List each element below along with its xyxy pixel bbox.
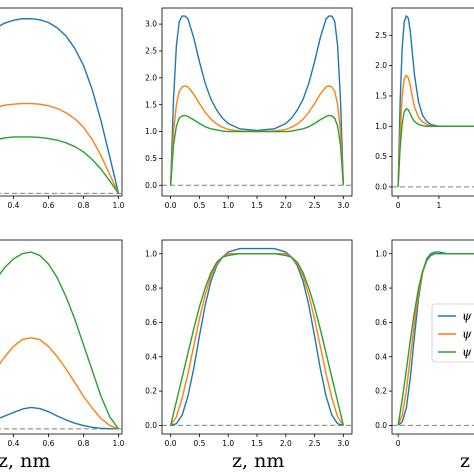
x-tick-label-top-left: 0.6	[43, 201, 55, 210]
y-tick-label-top-right: 2.0	[375, 61, 387, 70]
x-tick-label-bottom-middle: 0.5	[193, 439, 205, 448]
y-tick-label-bottom-middle: 0.4	[145, 352, 157, 361]
x-tick-label-top-middle: 2.5	[309, 201, 321, 210]
x-tick-label-bottom-middle: 0.0	[165, 439, 177, 448]
y-tick-label-bottom-right: 0.8	[375, 284, 387, 293]
series-line-3-top-right	[397, 107, 474, 187]
y-tick-label-top-middle: 0.5	[145, 154, 157, 163]
axes-frame-bottom-left	[0, 239, 123, 435]
y-tick-label-bottom-middle: 1.0	[145, 249, 157, 258]
legend-label-3: ψ	[462, 345, 472, 359]
y-tick-label-top-right: 0.0	[375, 183, 387, 192]
axes-frame-bottom-middle	[161, 239, 353, 435]
x-tick-label-bottom-right: 0	[396, 439, 401, 448]
series-line-2-top-middle	[169, 85, 345, 186]
x-tick-label-top-middle: 1.5	[251, 201, 263, 210]
y-tick-label-top-right: 2.5	[375, 31, 387, 40]
axes-frame-top-middle	[161, 7, 353, 197]
series-line-3-top-left	[0, 136, 120, 194]
series-line-1-top-left	[0, 18, 120, 194]
y-tick-label-bottom-right: 0.0	[375, 421, 387, 430]
y-tick-label-top-middle: 2.0	[145, 73, 157, 82]
y-tick-label-top-middle: 2.5	[145, 47, 157, 56]
x-tick-label-top-left: 1.0	[113, 201, 125, 210]
legend-label-2: ψ	[462, 327, 472, 341]
y-tick-label-bottom-right: 0.6	[375, 318, 387, 327]
series-line-1-top-middle	[169, 15, 345, 186]
y-tick-label-bottom-middle: 0.8	[145, 284, 157, 293]
y-tick-label-top-right: 1.5	[375, 92, 387, 101]
x-tick-label-bottom-left: 0.6	[43, 439, 55, 448]
x-axis-label-bottom-left: z, nm	[0, 450, 50, 472]
x-tick-label-bottom-middle: 2.0	[280, 439, 292, 448]
panel-top-left: 0.4 0.6 0.8 1.0	[0, 7, 125, 210]
axes-frame-top-right	[391, 7, 474, 197]
x-axis-label-bottom-middle: z, nm	[232, 450, 284, 472]
legend: ψψψ	[431, 303, 474, 363]
x-tick-label-bottom-middle: 1.5	[251, 439, 263, 448]
series-line-1-bottom-left	[0, 406, 119, 430]
series-line-3-bottom-left	[0, 251, 120, 430]
legend-box	[431, 303, 474, 363]
y-tick-label-top-middle: 1.5	[145, 100, 157, 109]
y-tick-label-bottom-middle: 0.2	[145, 387, 157, 396]
x-tick-label-bottom-left: 1.0	[113, 439, 125, 448]
x-tick-label-bottom-middle: 2.5	[309, 439, 321, 448]
x-tick-label-top-right: 0	[396, 201, 401, 210]
y-tick-label-bottom-middle: 0.6	[145, 318, 157, 327]
y-tick-label-bottom-right: 1.0	[375, 249, 387, 258]
y-tick-label-top-middle: 0.0	[145, 181, 157, 190]
series-line-2-top-left	[0, 102, 120, 194]
series-line-3-bottom-middle	[169, 253, 345, 426]
x-tick-label-top-middle: 1.0	[222, 201, 234, 210]
series-line-1-bottom-middle	[170, 247, 344, 427]
series-line-3-top-middle	[169, 114, 345, 186]
series-line-1-top-right	[397, 15, 474, 187]
y-tick-label-bottom-middle: 0.0	[145, 421, 157, 430]
x-tick-label-top-left: 0.8	[78, 201, 90, 210]
x-tick-label-top-middle: 0.0	[165, 201, 177, 210]
axes-frame-top-left	[0, 7, 123, 197]
y-tick-label-top-middle: 3.0	[145, 20, 157, 29]
panel-top-right: 0120.00.51.01.52.02.5	[375, 7, 474, 210]
panel-bottom-left: 0.4 0.6 0.8 1.0	[0, 239, 125, 448]
x-tick-label-bottom-middle: 1.0	[222, 439, 234, 448]
series-line-2-bottom-middle	[170, 253, 344, 426]
y-tick-label-bottom-right: 0.2	[375, 387, 387, 396]
axes-frame-bottom-right	[391, 239, 474, 435]
panel-grid: 0.4 0.6 0.8 1.0 0.0 0.5 1.0 1.5 2.0 2.5 3.0 0.0 0.5 1…	[0, 7, 474, 448]
series-line-2-top-right	[397, 74, 474, 187]
series-line-3-bottom-right	[397, 253, 474, 426]
x-tick-label-top-middle: 0.5	[193, 201, 205, 210]
legend-label-1: ψ	[462, 309, 472, 323]
x-axis-label-bottom-right: z	[460, 450, 470, 472]
x-tick-label-top-middle: 3.0	[337, 201, 349, 210]
panel-bottom-middle: 0.0 0.5 1.0 1.5 2.0 2.5 3.0 0.0 0.2 0.4 0.6 0.8 1.0	[145, 239, 353, 448]
x-tick-label-bottom-middle: 3.0	[337, 439, 349, 448]
y-tick-label-bottom-right: 0.4	[375, 352, 387, 361]
y-tick-label-top-middle: 1.0	[145, 127, 157, 136]
x-tick-label-bottom-left: 0.8	[78, 439, 90, 448]
panel-top-middle: 0.0 0.5 1.0 1.5 2.0 2.5 3.0 0.0 0.5 1.0 1.5 2.0 2.5 3…	[145, 7, 353, 210]
series-line-2-bottom-left	[0, 337, 119, 430]
x-tick-label-top-middle: 2.0	[280, 201, 292, 210]
x-tick-label-top-right: 1	[437, 201, 442, 210]
x-tick-label-bottom-left: 0.4	[8, 439, 20, 448]
y-tick-label-top-right: 0.5	[375, 152, 387, 161]
x-tick-label-top-left: 0.4	[8, 201, 20, 210]
y-tick-label-top-right: 1.0	[375, 122, 387, 131]
